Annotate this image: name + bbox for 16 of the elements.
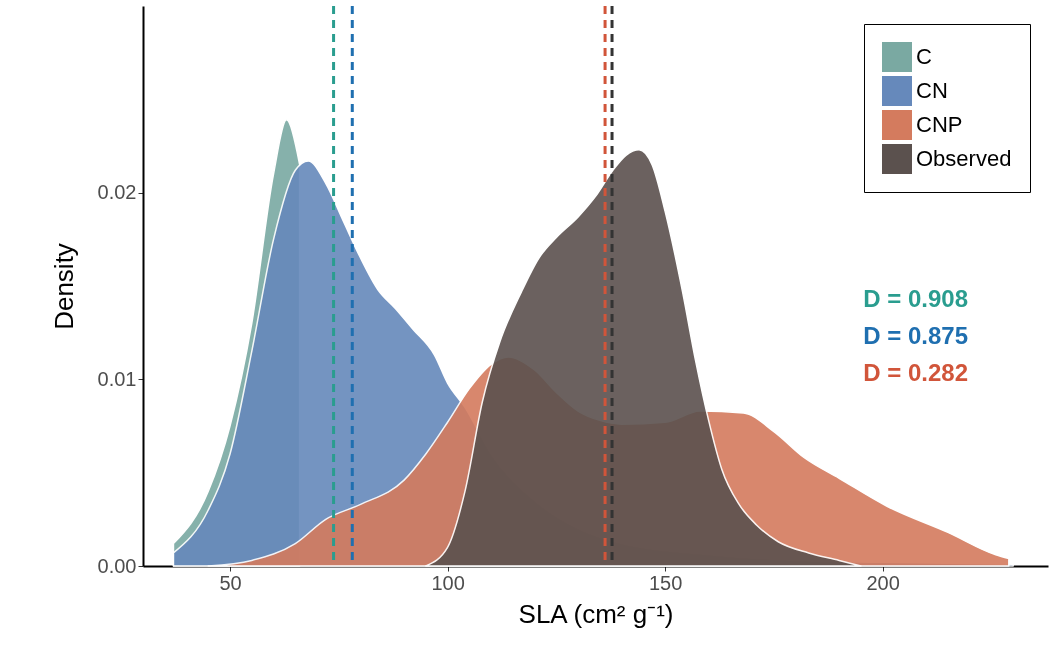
- legend-label: Observed: [916, 146, 1012, 171]
- y-tick-label: 0.01: [97, 367, 137, 390]
- legend-label: CNP: [916, 112, 963, 137]
- y-tick-label: 0.02: [97, 181, 137, 204]
- x-tick-label: 50: [219, 571, 242, 594]
- legend-label: CN: [916, 78, 948, 103]
- y-axis-title: Density: [48, 243, 79, 330]
- x-tick-label: 150: [648, 571, 683, 594]
- annotation: D = 0.282: [863, 359, 968, 386]
- legend-label: C: [916, 44, 932, 69]
- x-tick-label: 100: [431, 571, 465, 594]
- y-tick-label: 0.00: [97, 554, 137, 577]
- annotation: D = 0.875: [863, 322, 968, 349]
- x-axis-title: SLA (cm² g⁻¹): [518, 598, 674, 629]
- annotation: D = 0.908: [863, 285, 968, 312]
- x-tick-label: 200: [866, 571, 900, 594]
